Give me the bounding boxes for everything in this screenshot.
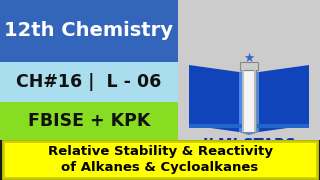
Text: ★: ★ bbox=[244, 51, 255, 64]
Text: Education System  |  Spreading the Light: Education System | Spreading the Light bbox=[204, 154, 294, 158]
FancyBboxPatch shape bbox=[0, 0, 178, 62]
Polygon shape bbox=[259, 65, 309, 132]
FancyBboxPatch shape bbox=[189, 124, 309, 128]
FancyBboxPatch shape bbox=[242, 70, 244, 132]
Text: of Alkanes & Cycloalkanes: of Alkanes & Cycloalkanes bbox=[61, 161, 259, 174]
FancyBboxPatch shape bbox=[3, 141, 317, 178]
FancyBboxPatch shape bbox=[240, 62, 258, 70]
Text: Relative Stability & Reactivity: Relative Stability & Reactivity bbox=[47, 145, 273, 158]
FancyBboxPatch shape bbox=[0, 102, 178, 140]
Text: CH#16 |  L - 06: CH#16 | L - 06 bbox=[16, 73, 162, 91]
FancyBboxPatch shape bbox=[178, 0, 320, 140]
Text: ILMI STARS: ILMI STARS bbox=[203, 138, 295, 154]
Polygon shape bbox=[242, 70, 256, 132]
Polygon shape bbox=[249, 70, 259, 135]
FancyBboxPatch shape bbox=[0, 62, 178, 102]
Polygon shape bbox=[189, 65, 239, 132]
FancyBboxPatch shape bbox=[254, 70, 256, 132]
Text: 12th Chemistry: 12th Chemistry bbox=[4, 21, 173, 40]
Text: FBISE + KPK: FBISE + KPK bbox=[28, 112, 150, 130]
Polygon shape bbox=[239, 70, 249, 135]
